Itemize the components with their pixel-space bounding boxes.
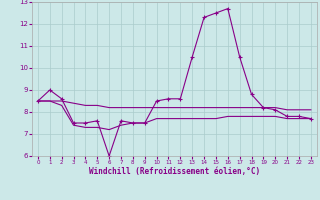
X-axis label: Windchill (Refroidissement éolien,°C): Windchill (Refroidissement éolien,°C) bbox=[89, 167, 260, 176]
